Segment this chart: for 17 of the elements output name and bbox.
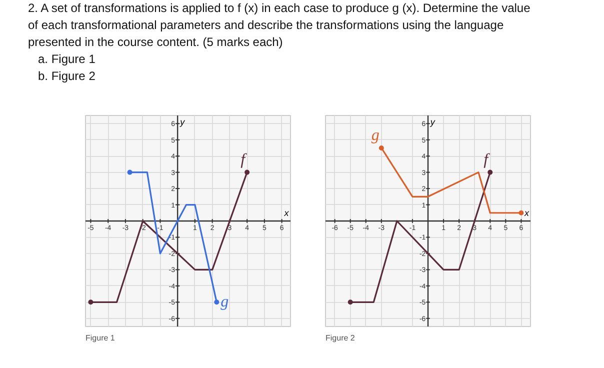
x-axis-title: x — [283, 208, 290, 218]
point — [488, 170, 493, 175]
x-axis-title: x — [523, 208, 530, 218]
series-label: f — [484, 151, 491, 168]
text: a. Figure 1 — [37, 51, 96, 68]
series-label: f — [240, 151, 248, 168]
point — [378, 145, 384, 150]
caption: Figure 2 — [326, 334, 356, 342]
text: 2. A set of transformations is applied to f (x) in each case to produce g (x). Determine the value of each transformational parameters and describe the transformations using the language presented in the course content. (5 marks each) — [28, 1, 530, 49]
series-label: g — [371, 126, 380, 144]
point — [348, 300, 353, 305]
series-label: g — [220, 294, 229, 311]
caption: Figure 1 — [86, 334, 116, 342]
text: b. Figure 2 — [37, 68, 96, 85]
point — [518, 210, 524, 216]
y-axis-title: y — [179, 117, 186, 128]
y-axis-title: y — [429, 117, 436, 128]
